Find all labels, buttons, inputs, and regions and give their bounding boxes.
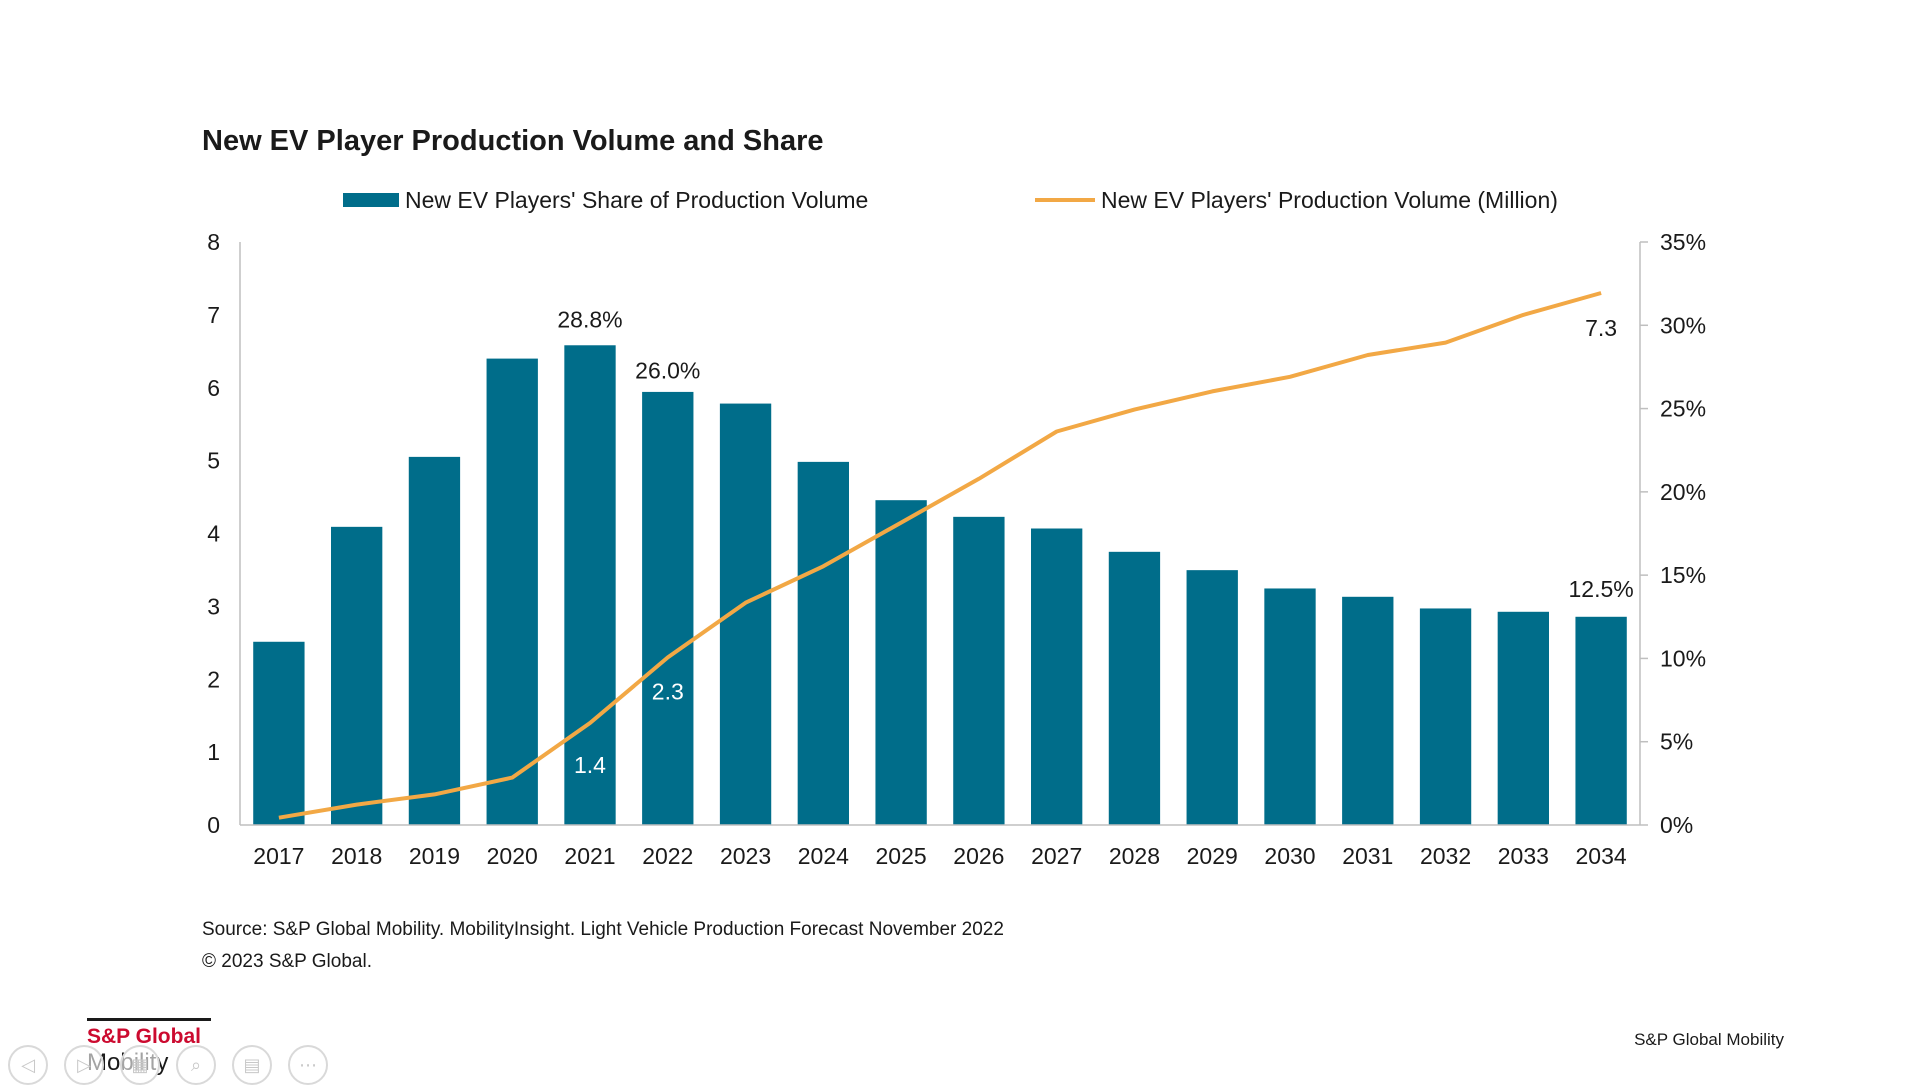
y-left-tick-label: 1	[207, 739, 220, 765]
footer-brand: S&P Global Mobility	[1634, 1030, 1784, 1050]
legend-label-line: New EV Players' Production Volume (Milli…	[1101, 187, 1558, 213]
bar-2020	[487, 359, 538, 825]
x-tick-label: 2025	[876, 843, 927, 869]
subtitles-icon[interactable]: ▤	[232, 1045, 272, 1085]
x-tick-label: 2019	[409, 843, 460, 869]
line-data-label: 2.3	[652, 678, 684, 704]
x-tick-label: 2022	[642, 843, 693, 869]
line-data-label: 7.3	[1585, 315, 1617, 341]
bar-2034	[1575, 617, 1626, 825]
y-left-tick-label: 6	[207, 375, 220, 401]
y-right-tick-label: 25%	[1660, 396, 1706, 422]
bars	[253, 345, 1627, 825]
more-icon[interactable]: ⋯	[288, 1045, 328, 1085]
x-tick-label: 2032	[1420, 843, 1471, 869]
logo-bar	[87, 1018, 211, 1021]
legend-label-bar: New EV Players' Share of Production Volu…	[405, 187, 868, 213]
x-tick-label: 2020	[487, 843, 538, 869]
line-data-label: 1.4	[574, 752, 606, 778]
x-tick-label: 2026	[953, 843, 1004, 869]
bar-data-label: 12.5%	[1569, 576, 1634, 602]
x-tick-label: 2028	[1109, 843, 1160, 869]
bar-2033	[1498, 612, 1549, 825]
bar-2024	[798, 462, 849, 825]
x-tick-label: 2018	[331, 843, 382, 869]
bar-2030	[1264, 588, 1315, 825]
legend-swatch-bar	[343, 193, 399, 207]
data-labels: 28.8% 26.0% 12.5% 1.4 2.3 7.3	[557, 306, 1633, 778]
y-left-tick-label: 7	[207, 302, 220, 328]
y-left-tick-label: 2	[207, 666, 220, 692]
y-right-tick-label: 20%	[1660, 479, 1706, 505]
bar-2029	[1187, 570, 1238, 825]
bar-2032	[1420, 608, 1471, 825]
chart-title: New EV Player Production Volume and Shar…	[202, 125, 824, 157]
zoom-icon[interactable]: ⌕	[176, 1045, 216, 1085]
line-series	[279, 293, 1601, 818]
bar-2027	[1031, 529, 1082, 825]
y-right-tick-label: 35%	[1660, 229, 1706, 255]
y-right-tick-label: 15%	[1660, 562, 1706, 588]
source-text: Source: S&P Global Mobility. MobilityIns…	[202, 914, 1004, 946]
bar-2025	[875, 500, 926, 825]
bar-2019	[409, 457, 460, 825]
x-tick-label: 2029	[1187, 843, 1238, 869]
y-left-tick-label: 4	[207, 521, 220, 547]
x-tick-label: 2030	[1264, 843, 1315, 869]
bar-2017	[253, 642, 304, 825]
slideshow-controls: ◁ ▷ ▦ ⌕ ▤ ⋯	[8, 1045, 328, 1085]
x-tick-label: 2023	[720, 843, 771, 869]
bar-data-label: 28.8%	[557, 306, 622, 332]
bar-data-label: 26.0%	[635, 357, 700, 383]
source-note: Source: S&P Global Mobility. MobilityIns…	[202, 914, 1004, 978]
bar-2028	[1109, 552, 1160, 825]
y-right-tick-label: 30%	[1660, 312, 1706, 338]
x-tick-label: 2024	[798, 843, 849, 869]
x-tick-label: 2031	[1342, 843, 1393, 869]
slides-icon[interactable]: ▦	[120, 1045, 160, 1085]
y-left-tick-label: 0	[207, 812, 220, 838]
previous-icon[interactable]: ◁	[8, 1045, 48, 1085]
copyright-text: © 2023 S&P Global.	[202, 946, 1004, 978]
x-tick-label: 2034	[1576, 843, 1627, 869]
y-right-tick-label: 5%	[1660, 729, 1693, 755]
line-production-volume	[279, 293, 1601, 818]
x-tick-label: 2017	[253, 843, 304, 869]
x-tick-label: 2033	[1498, 843, 1549, 869]
x-tick-label: 2021	[564, 843, 615, 869]
x-tick-label: 2027	[1031, 843, 1082, 869]
bar-2022	[642, 392, 693, 825]
bar-2031	[1342, 597, 1393, 825]
next-icon[interactable]: ▷	[64, 1045, 104, 1085]
bar-2018	[331, 527, 382, 825]
y-left-tick-label: 3	[207, 593, 220, 619]
bar-2026	[953, 517, 1004, 825]
legend: New EV Players' Share of Production Volu…	[343, 187, 1558, 213]
y-right-tick-label: 0%	[1660, 812, 1693, 838]
y-left-tick-label: 8	[207, 229, 220, 255]
y-right-tick-label: 10%	[1660, 645, 1706, 671]
y-left-tick-label: 5	[207, 448, 220, 474]
